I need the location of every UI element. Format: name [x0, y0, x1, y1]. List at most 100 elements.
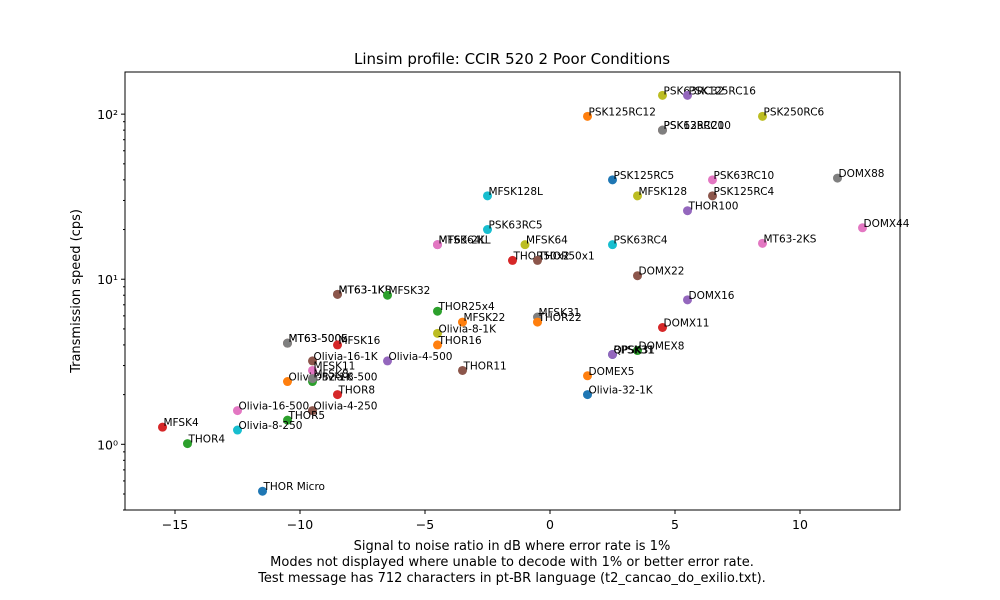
- data-point: [683, 206, 692, 216]
- data-point: [658, 90, 667, 100]
- data-point: [508, 255, 517, 265]
- data-point: [333, 390, 342, 400]
- data-point: [533, 255, 542, 265]
- data-point-label: PSK125RC10: [664, 120, 731, 132]
- data-point-label: Olivia-8-250: [239, 420, 303, 432]
- y-axis-label: Transmission speed (cps): [69, 209, 84, 374]
- data-point-label: THOR25x4: [438, 301, 495, 313]
- data-point-label: DOMEX5: [589, 366, 635, 378]
- data-point: [458, 365, 467, 375]
- y-tick-label: 10¹: [97, 272, 118, 287]
- data-point-label: MFSK128: [639, 186, 688, 198]
- data-point-label: PSK63RC5: [489, 220, 543, 232]
- data-point: [433, 328, 442, 338]
- data-point: [708, 191, 717, 201]
- data-point: [608, 175, 617, 185]
- data-point: [520, 240, 530, 250]
- data-point-label: MFSK128L: [489, 186, 544, 198]
- data-point-label: THOR50x1: [538, 250, 595, 262]
- data-point: [608, 240, 617, 250]
- data-point-label: MT63-500S: [289, 333, 349, 345]
- data-point-label: MFSK22: [464, 312, 506, 324]
- data-point-label: DOMX11: [664, 317, 710, 329]
- data-point-label: MFSK32: [389, 285, 431, 297]
- data-point-label: MFSK4: [164, 417, 199, 429]
- data-point: [308, 374, 317, 384]
- data-point: [308, 365, 317, 375]
- x-axis-label-line-3: Test message has 712 characters in pt-BR…: [257, 571, 766, 586]
- data-point-label: THOR4: [188, 434, 226, 446]
- x-tick-label: −5: [416, 517, 434, 532]
- data-point: [333, 340, 342, 350]
- data-point-label: Olivia-8-500: [314, 372, 378, 384]
- data-point-label: Olivia-32-1K: [589, 385, 654, 397]
- data-point: [483, 225, 492, 235]
- y-tick-label: 10²: [97, 107, 118, 122]
- data-point-label: MFSK16: [339, 335, 381, 347]
- chart-title: Linsim profile: CCIR 520 2 Poor Conditio…: [354, 50, 670, 68]
- data-point-label: MFSK8: [314, 369, 349, 381]
- data-point: [583, 390, 592, 400]
- data-point-label: MT63-2KS: [764, 233, 817, 245]
- data-point-label: DOMEX8: [639, 341, 685, 353]
- data-point-label: THOR11: [463, 360, 507, 372]
- data-point: [483, 191, 492, 201]
- data-point-label: PSK125RC4: [714, 186, 775, 198]
- data-point-label: PSK125RC16: [689, 85, 757, 97]
- data-point-label: MT63-1KL: [339, 284, 391, 296]
- data-point: [158, 422, 167, 432]
- data-point-label: Olivia-16-1K: [314, 351, 379, 363]
- data-point: [683, 90, 692, 100]
- data-point: [658, 322, 667, 332]
- data-point-label: BPSK31: [614, 344, 654, 356]
- data-point: [383, 290, 392, 300]
- data-point-label: PSK63RC4: [614, 235, 668, 247]
- data-point: [383, 356, 392, 366]
- data-point-label: PSK250RC6: [764, 106, 825, 118]
- data-point-label: DOMX22: [639, 266, 685, 278]
- data-point: [533, 317, 542, 327]
- data-point: [458, 317, 467, 327]
- data-point-label: QPSK31: [614, 344, 656, 356]
- data-point-label: Olivia-8-1K: [439, 323, 498, 335]
- data-point-label: Olivia-32-1K: [289, 372, 354, 384]
- x-tick-label: 5: [671, 517, 679, 532]
- data-point-label: THOR16: [438, 335, 483, 347]
- data-point: [683, 295, 692, 305]
- data-point: [858, 223, 867, 233]
- data-point: [758, 111, 767, 121]
- data-point: [433, 306, 442, 316]
- x-axis-label-line-2: Modes not displayed where unable to deco…: [270, 555, 754, 570]
- data-point: [758, 238, 767, 248]
- y-axis-ticks: 10⁰ 10¹ 10²: [97, 107, 125, 511]
- data-point: [633, 346, 642, 356]
- data-point: [583, 371, 592, 381]
- x-tick-label: 0: [546, 517, 554, 532]
- data-point-label: THOR100: [688, 201, 739, 213]
- data-point-label: DOMX44: [864, 218, 910, 230]
- data-point: [433, 340, 442, 350]
- data-point: [308, 356, 317, 366]
- data-point-label: MFSK11: [314, 360, 356, 372]
- data-point-label: MFSK64: [526, 235, 568, 247]
- data-point-label: THOR50x2: [513, 250, 570, 262]
- data-point: [633, 191, 642, 201]
- data-point-label: DOMX16: [689, 290, 735, 302]
- data-point-label: THOR Micro: [263, 481, 325, 493]
- data-point-label: Olivia-4-250: [314, 401, 378, 413]
- data-point: [658, 125, 667, 135]
- data-point-label: MT63-2KL: [439, 235, 491, 247]
- data-point-label: THOR8: [338, 385, 376, 397]
- data-point: [708, 175, 717, 185]
- data-point-label: THOR5: [288, 410, 326, 422]
- data-point: [833, 173, 842, 183]
- x-axis-label-line-1: Signal to noise ratio in dB where error …: [354, 539, 671, 554]
- y-tick-label: 10⁰: [97, 437, 118, 452]
- data-point-label: PSK63RC10: [714, 170, 775, 182]
- data-point: [308, 406, 317, 416]
- data-point: [233, 406, 242, 416]
- x-tick-label: −15: [162, 517, 188, 532]
- data-point: [233, 425, 242, 435]
